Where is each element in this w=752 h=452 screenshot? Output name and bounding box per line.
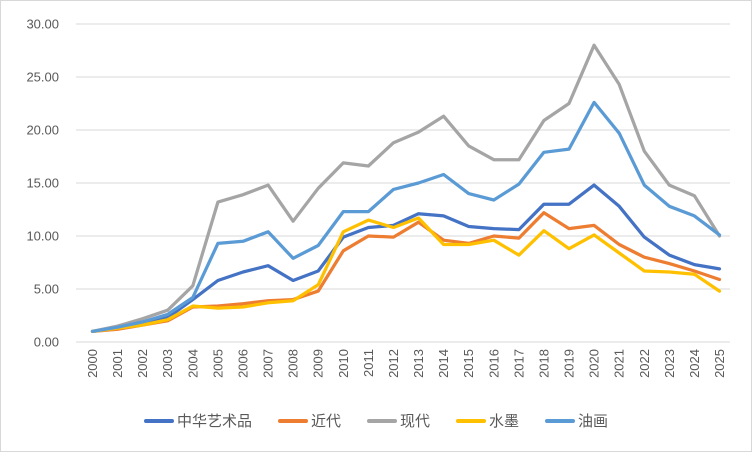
- x-axis-tick-label: 2017: [511, 349, 526, 378]
- x-axis-tick-label: 2006: [235, 349, 250, 378]
- legend-item-1: 近代: [277, 410, 341, 431]
- series-line-4: [90, 100, 722, 334]
- x-axis-tick-label: 2015: [461, 349, 476, 378]
- legend-swatch-3: [456, 418, 486, 423]
- legend-item-4: 油画: [545, 410, 608, 431]
- x-axis-tick-label: 2020: [587, 349, 602, 378]
- x-axis-tick-label: 2004: [185, 349, 200, 378]
- series-line-2: [90, 43, 722, 334]
- x-axis-tick-label: 2007: [261, 349, 276, 378]
- x-axis-tick-label: 2018: [536, 349, 551, 378]
- legend-label-2: 现代: [399, 413, 430, 430]
- x-axis-tick-label: 2021: [612, 349, 627, 378]
- legend-item-2: 现代: [366, 410, 430, 431]
- x-axis-tick-label: 2009: [311, 349, 326, 378]
- x-axis-tick-label: 2011: [361, 349, 376, 377]
- series-line-0: [90, 183, 722, 334]
- y-axis-tick-label: 5.00: [34, 282, 59, 297]
- legend-label-0: 中华艺术品: [176, 413, 252, 430]
- x-axis-tick-label: 2005: [210, 349, 225, 378]
- x-axis-tick-label: 2003: [160, 349, 175, 378]
- legend-label-3: 水墨: [489, 413, 520, 430]
- legend-swatch-1: [277, 418, 308, 423]
- legend-label-4: 油画: [578, 413, 609, 430]
- x-axis-tick-label: 2000: [85, 349, 100, 378]
- y-axis-tick-label: 20.00: [26, 123, 59, 138]
- x-axis-tick-label: 2001: [110, 349, 125, 378]
- series-line-1: [90, 211, 722, 334]
- chart-legend: 中华艺术品 近代 现代 水墨 油画: [1, 410, 751, 431]
- y-axis-tick-label: 25.00: [26, 70, 59, 85]
- x-axis-tick-label: 2014: [436, 349, 451, 378]
- legend-swatch-0: [143, 418, 174, 423]
- x-axis-tick-label: 2016: [486, 349, 501, 378]
- x-axis-tick-label: 2008: [286, 349, 301, 378]
- y-axis-tick-label: 15.00: [26, 176, 59, 191]
- y-axis-tick-label: 30.00: [26, 17, 59, 32]
- legend-item-3: 水墨: [456, 410, 519, 431]
- legend-swatch-4: [545, 418, 576, 423]
- x-axis-tick-label: 2002: [135, 349, 150, 378]
- x-axis-tick-label: 2025: [712, 349, 727, 378]
- y-axis-tick-label: 10.00: [26, 229, 59, 244]
- legend-item-0: 中华艺术品: [143, 410, 252, 431]
- series-line-3: [90, 216, 722, 334]
- x-axis-tick-label: 2019: [562, 349, 577, 378]
- y-axis-tick-label: 0.00: [34, 335, 59, 350]
- x-axis-tick-label: 2010: [336, 349, 351, 378]
- x-axis-tick-label: 2024: [687, 349, 702, 378]
- x-axis-tick-label: 2013: [411, 349, 426, 378]
- legend-swatch-2: [366, 418, 397, 423]
- x-axis-tick-label: 2022: [637, 349, 652, 378]
- legend-label-1: 近代: [310, 413, 341, 430]
- x-axis-tick-label: 2012: [386, 349, 401, 378]
- x-axis-tick-label: 2023: [662, 349, 677, 378]
